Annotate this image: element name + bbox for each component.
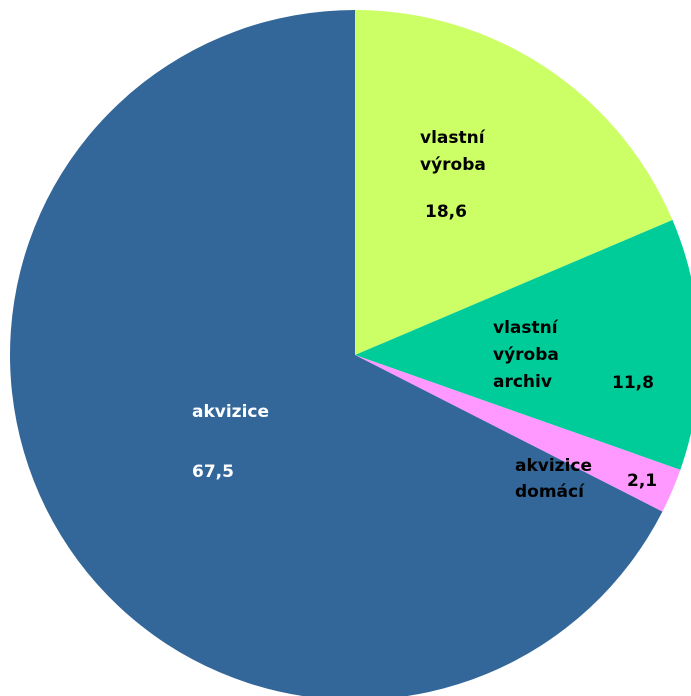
pie-slice (355, 219, 691, 470)
slice-label: akvizice (192, 402, 269, 422)
data-label: 2,1 (627, 471, 657, 491)
slice-label-line: vlastní (493, 318, 563, 338)
slice-label: vlastní výroba (420, 128, 490, 175)
pie-slice (10, 10, 663, 696)
data-label: 11,8 (612, 373, 654, 393)
pie-slice (355, 355, 681, 512)
data-label: 18,6 (425, 202, 467, 222)
slice-label-line: akvizice (192, 402, 269, 422)
slice-label-line: výroba (493, 345, 565, 365)
slice-label-line: akvizice (515, 456, 598, 476)
pie-slice (355, 10, 673, 355)
slice-label: vlastní výroba archiv (493, 318, 565, 392)
slice-label-line: domácí (515, 482, 585, 502)
slice-label-line: výroba (420, 155, 486, 175)
slice-label-line: archiv (493, 372, 552, 392)
slice-label: akvizice domácí (515, 456, 598, 502)
data-label: 67,5 (192, 462, 234, 482)
slice-label-line: vlastní (420, 128, 490, 148)
